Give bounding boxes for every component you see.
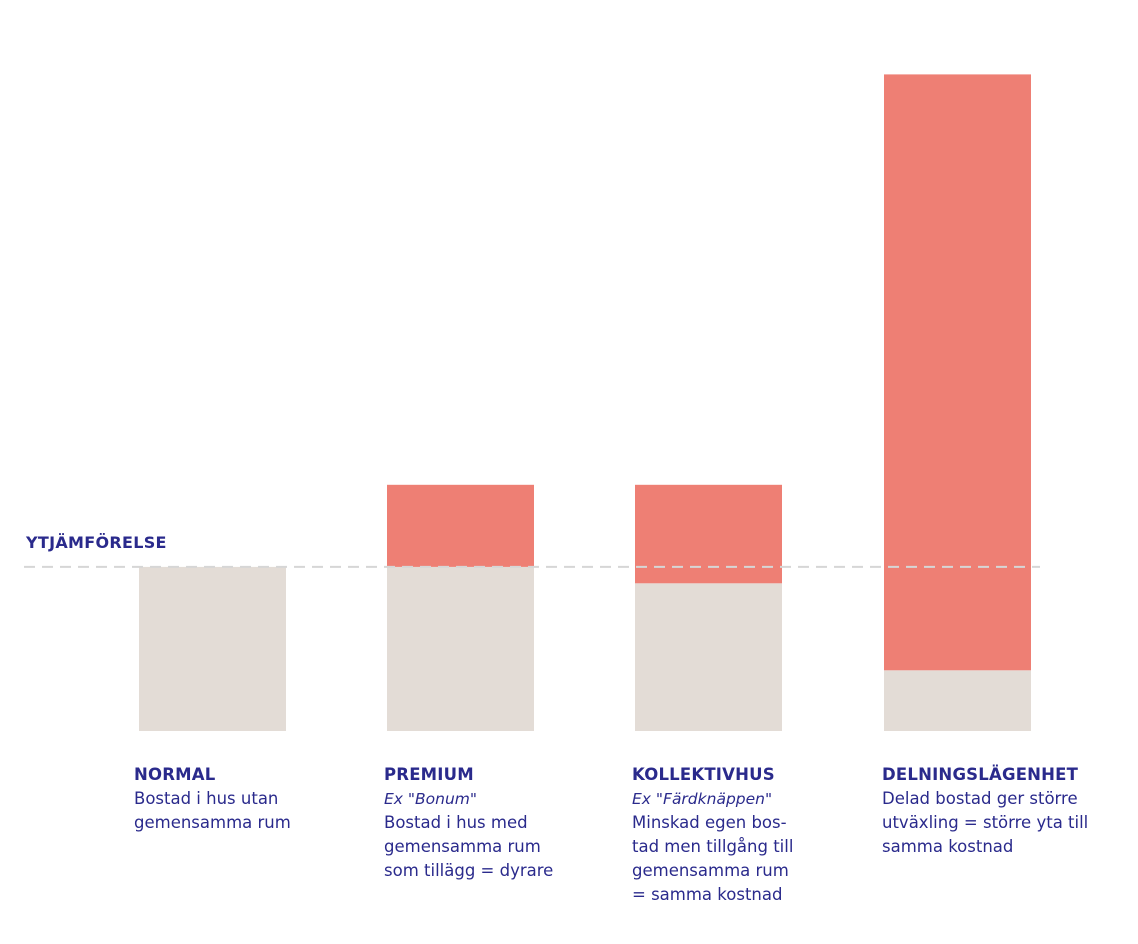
caption-normal: NORMAL Bostad i hus utan gemensamma rum — [134, 763, 374, 835]
caption-title: PREMIUM — [384, 765, 474, 784]
bar-extra-3 — [884, 74, 1031, 671]
caption-line: utväxling = större yta till — [882, 813, 1089, 832]
caption-premium: PREMIUM Ex "Bonum" Bostad i hus med geme… — [384, 763, 624, 883]
caption-line: = samma kostnad — [632, 885, 783, 904]
reference-line-label: YTJÄMFÖRELSE — [26, 533, 167, 552]
caption-line: Delad bostad ger större — [882, 789, 1078, 808]
bars-layer — [139, 74, 1031, 731]
caption-title: KOLLEKTIVHUS — [632, 765, 775, 784]
caption-example: Ex "Färdknäppen" — [632, 790, 773, 808]
caption-line: Minskad egen bos- — [632, 813, 787, 832]
bar-extra-2 — [635, 484, 782, 584]
caption-kollektivhus: KOLLEKTIVHUS Ex "Färdknäppen" Minskad eg… — [632, 763, 872, 907]
caption-delningslagenhet: DELNINGSLÄGENHET Delad bostad ger större… — [882, 763, 1122, 859]
caption-title: NORMAL — [134, 765, 216, 784]
caption-line: som tillägg = dyrare — [384, 861, 554, 880]
bar-extra-1 — [387, 484, 534, 567]
caption-line: samma kostnad — [882, 837, 1014, 856]
caption-line: tad men tillgång till — [632, 837, 794, 856]
bar-base-1 — [387, 566, 534, 731]
caption-line: gemensamma rum — [134, 813, 291, 832]
caption-line: gemensamma rum — [632, 861, 789, 880]
caption-line: Bostad i hus utan — [134, 789, 279, 808]
bar-base-0 — [139, 566, 286, 731]
caption-line: gemensamma rum — [384, 837, 541, 856]
caption-example: Ex "Bonum" — [384, 790, 478, 808]
bar-base-2 — [635, 583, 782, 731]
caption-title: DELNINGSLÄGENHET — [882, 765, 1079, 784]
caption-line: Bostad i hus med — [384, 813, 528, 832]
bar-base-3 — [884, 670, 1031, 731]
